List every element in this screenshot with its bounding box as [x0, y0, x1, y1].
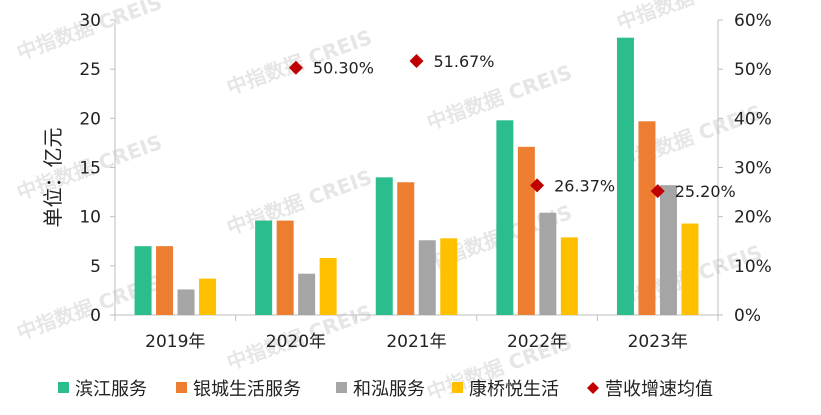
legend-label: 和泓服务 [353, 379, 425, 400]
y-axis-label: 单位：亿元 [41, 128, 65, 228]
legend-swatch [336, 382, 347, 393]
y-tick-label: 0 [90, 306, 101, 326]
y-tick-label: 30 [79, 11, 101, 31]
legend-swatch [58, 382, 69, 393]
growth-points: 50.30% 51.67% 26.37% 25.20% [288, 52, 736, 201]
bar [517, 146, 535, 315]
x-tick-label: 2019年 [145, 332, 205, 352]
growth-data-label: 50.30% [313, 59, 374, 78]
bar [255, 220, 273, 315]
bar [156, 246, 174, 315]
legend-label: 滨江服务 [75, 379, 147, 400]
growth-point [530, 178, 545, 193]
growth-data-label: 51.67% [434, 52, 495, 71]
bar [440, 238, 458, 315]
growth-point [409, 53, 424, 68]
y2-tick-label: 10% [734, 257, 772, 277]
growth-data-label: 26.37% [554, 176, 615, 195]
bar [177, 289, 195, 315]
x-tick-label: 2020年 [266, 332, 326, 352]
legend-swatch [587, 382, 599, 394]
legend-label: 康桥悦生活 [469, 379, 559, 400]
watermark-text: 中指数据 CREIS [224, 165, 376, 240]
growth-point [288, 60, 303, 75]
x-tick-label: 2021年 [386, 332, 446, 352]
y2-tick-label: 50% [734, 60, 772, 80]
bar [375, 177, 393, 315]
y2-tick-label: 30% [734, 159, 772, 179]
y2-tick-label: 40% [734, 109, 772, 129]
y-tick-label: 25 [79, 60, 101, 80]
y-tick-label: 5 [90, 257, 101, 277]
y2-tick-label: 0% [734, 306, 761, 326]
bars [134, 37, 699, 316]
bar [134, 246, 152, 315]
bar [659, 185, 677, 315]
bar [298, 273, 316, 315]
bar [319, 257, 337, 315]
y-tick-label: 15 [79, 159, 101, 179]
y2-tick-label: 20% [734, 208, 772, 228]
bar [199, 278, 217, 315]
legend-swatch [176, 382, 187, 393]
legend-label: 银城生活服务 [193, 379, 301, 400]
bar [638, 121, 656, 316]
x-tick-label: 2023年 [628, 332, 688, 352]
bar [560, 237, 578, 315]
bar [496, 120, 514, 315]
bar [397, 182, 415, 315]
bar [616, 37, 634, 315]
y-tick-label: 10 [79, 208, 101, 228]
watermark-text: 中指数据 CREIS [14, 0, 166, 65]
x-tick-label: 2022年 [507, 332, 567, 352]
legend: 滨江服务 银城生活服务 和泓服务 康桥悦生活 营收增速均值 [58, 379, 713, 400]
y2-tick-label: 60% [734, 11, 772, 31]
bar [418, 240, 436, 315]
legend-swatch [452, 382, 463, 393]
growth-data-label: 25.20% [675, 182, 736, 201]
y-tick-label: 20 [79, 109, 101, 129]
growth-point [650, 184, 665, 199]
bar [539, 212, 557, 315]
bar [681, 223, 699, 315]
legend-label: 营收增速均值 [605, 379, 713, 400]
bar [276, 220, 294, 315]
